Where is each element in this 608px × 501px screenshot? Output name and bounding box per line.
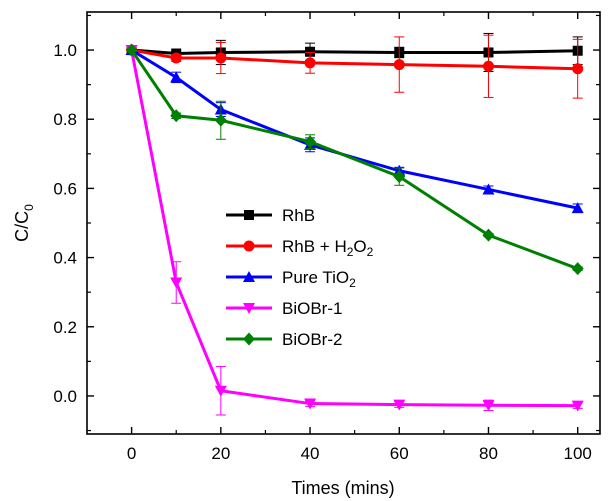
data-point xyxy=(482,60,494,72)
data-point xyxy=(572,63,584,75)
data-point xyxy=(304,398,317,410)
x-tick-label: 100 xyxy=(564,444,592,463)
data-point xyxy=(215,52,227,64)
series-1 xyxy=(126,34,584,99)
data-point xyxy=(482,228,495,242)
data-point xyxy=(170,52,182,64)
legend-label: RhB + H2O2 xyxy=(282,237,374,259)
data-point xyxy=(305,46,316,57)
legend-marker xyxy=(244,210,254,220)
legend-label: BiOBr-1 xyxy=(282,299,342,318)
data-point xyxy=(170,109,183,123)
legend-label: Pure TiO2 xyxy=(282,268,356,290)
y-tick-label: 0.6 xyxy=(53,179,77,198)
data-point xyxy=(482,183,495,195)
x-axis-label: Times (mins) xyxy=(291,478,394,498)
y-tick-label: 1.0 xyxy=(53,41,77,60)
x-tick-label: 20 xyxy=(211,444,230,463)
series-4 xyxy=(125,43,584,276)
legend-label: BiOBr-2 xyxy=(282,330,342,349)
legend-marker xyxy=(243,332,255,346)
series-line xyxy=(130,49,578,408)
data-point xyxy=(214,385,227,397)
x-tick-label: 0 xyxy=(127,444,136,463)
data-point xyxy=(571,400,584,412)
series-line xyxy=(131,48,578,56)
data-point xyxy=(393,170,406,184)
y-tick-label: 0.0 xyxy=(53,387,77,406)
series-3 xyxy=(125,45,584,416)
x-tick-label: 80 xyxy=(479,444,498,463)
data-point xyxy=(170,277,183,289)
x-tick-label: 60 xyxy=(390,444,409,463)
data-point xyxy=(304,57,316,69)
legend: RhB RhB + H2O2 Pure TiO2 BiOBr-1 BiOBr-2 xyxy=(226,206,374,349)
series-line xyxy=(130,49,579,271)
data-point xyxy=(571,262,584,276)
data-point xyxy=(170,71,183,83)
legend-marker xyxy=(243,240,255,252)
series-line xyxy=(130,48,579,210)
data-point xyxy=(304,135,317,149)
y-tick-label: 0.8 xyxy=(53,110,77,129)
x-tick-label: 40 xyxy=(301,444,320,463)
data-point xyxy=(125,43,138,57)
data-point xyxy=(571,202,584,214)
y-tick-label: 0.4 xyxy=(53,249,77,268)
data-point xyxy=(393,399,406,411)
data-point xyxy=(214,113,227,127)
data-point xyxy=(393,59,405,71)
y-axis-label: C/C0 xyxy=(12,204,36,242)
legend-marker xyxy=(243,271,255,282)
legend-marker xyxy=(243,303,255,314)
y-tick-label: 0.2 xyxy=(53,318,77,337)
legend-label: RhB xyxy=(282,206,315,225)
data-point xyxy=(482,400,495,412)
series-2 xyxy=(125,44,584,214)
